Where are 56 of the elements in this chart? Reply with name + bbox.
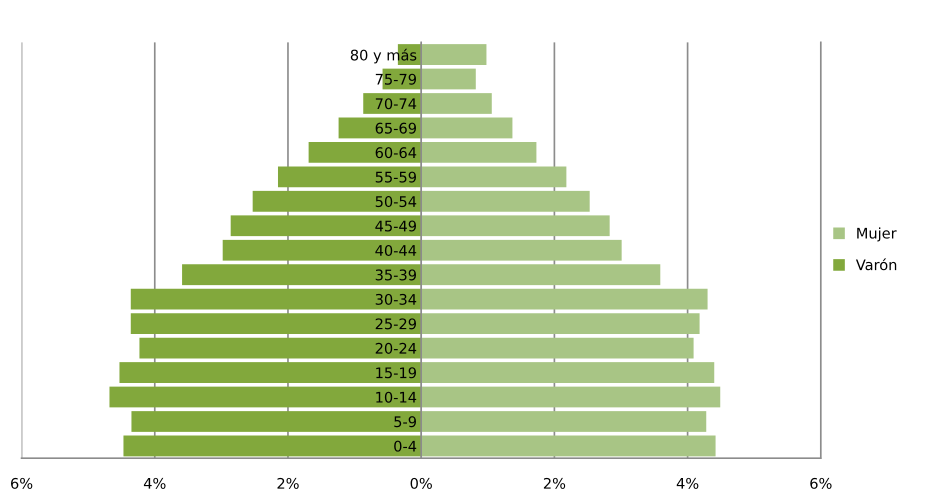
bar — [363, 93, 422, 114]
bar — [421, 68, 476, 90]
bar — [119, 362, 422, 383]
x-tick-label: 2% — [544, 478, 566, 489]
y-tick-label: 0-4 — [394, 440, 416, 452]
bar — [421, 142, 536, 163]
bar — [421, 313, 700, 334]
bar — [421, 44, 486, 65]
y-tick-label: 20-24 — [376, 342, 416, 354]
bar — [421, 436, 716, 456]
y-tick-label: 70-74 — [376, 98, 416, 110]
bar — [421, 166, 566, 188]
bar — [308, 142, 422, 163]
bar — [421, 386, 720, 408]
y-tick-label: 30-34 — [376, 294, 416, 305]
bar — [109, 386, 422, 408]
bar — [123, 436, 422, 456]
x-tick-label: 4% — [144, 478, 166, 489]
bar — [130, 288, 422, 310]
bar — [222, 240, 422, 261]
bar — [421, 411, 706, 432]
y-tick-label: 65-69 — [376, 122, 416, 134]
bar — [130, 313, 422, 334]
legend-label: Mujer — [857, 227, 897, 242]
bar — [230, 215, 422, 236]
bar — [421, 118, 512, 138]
bar — [182, 264, 422, 286]
x-tick-label: 0% — [410, 478, 432, 489]
bar — [421, 362, 714, 383]
x-tick-label: 2% — [277, 478, 299, 489]
legend-label: Varón — [856, 258, 896, 270]
bar — [421, 338, 694, 358]
y-tick-label: 15-19 — [376, 367, 416, 378]
x-tick-label: 4% — [676, 478, 698, 489]
bar — [338, 118, 422, 138]
y-tick-label: 40-44 — [375, 244, 416, 256]
bar — [421, 93, 492, 114]
bar — [421, 288, 708, 310]
bar — [131, 411, 422, 432]
bar — [278, 166, 422, 188]
bar — [421, 190, 590, 212]
y-tick-label: 55-59 — [376, 172, 416, 183]
y-tick-label: 10-14 — [376, 392, 416, 403]
x-tick-label: 6% — [810, 478, 832, 489]
y-tick-label: 35-39 — [376, 269, 416, 280]
bar — [421, 240, 622, 261]
y-tick-label: 5-9 — [394, 416, 416, 428]
bar — [421, 264, 660, 286]
bar — [421, 215, 610, 236]
bar — [139, 338, 422, 358]
x-tick-label: 6% — [11, 478, 32, 489]
y-tick-label: 60-64 — [376, 147, 416, 158]
y-tick-label: 45-49 — [375, 220, 416, 232]
y-tick-label: 25-29 — [376, 318, 416, 330]
y-tick-label: 50-54 — [376, 196, 416, 208]
bar — [252, 190, 422, 212]
